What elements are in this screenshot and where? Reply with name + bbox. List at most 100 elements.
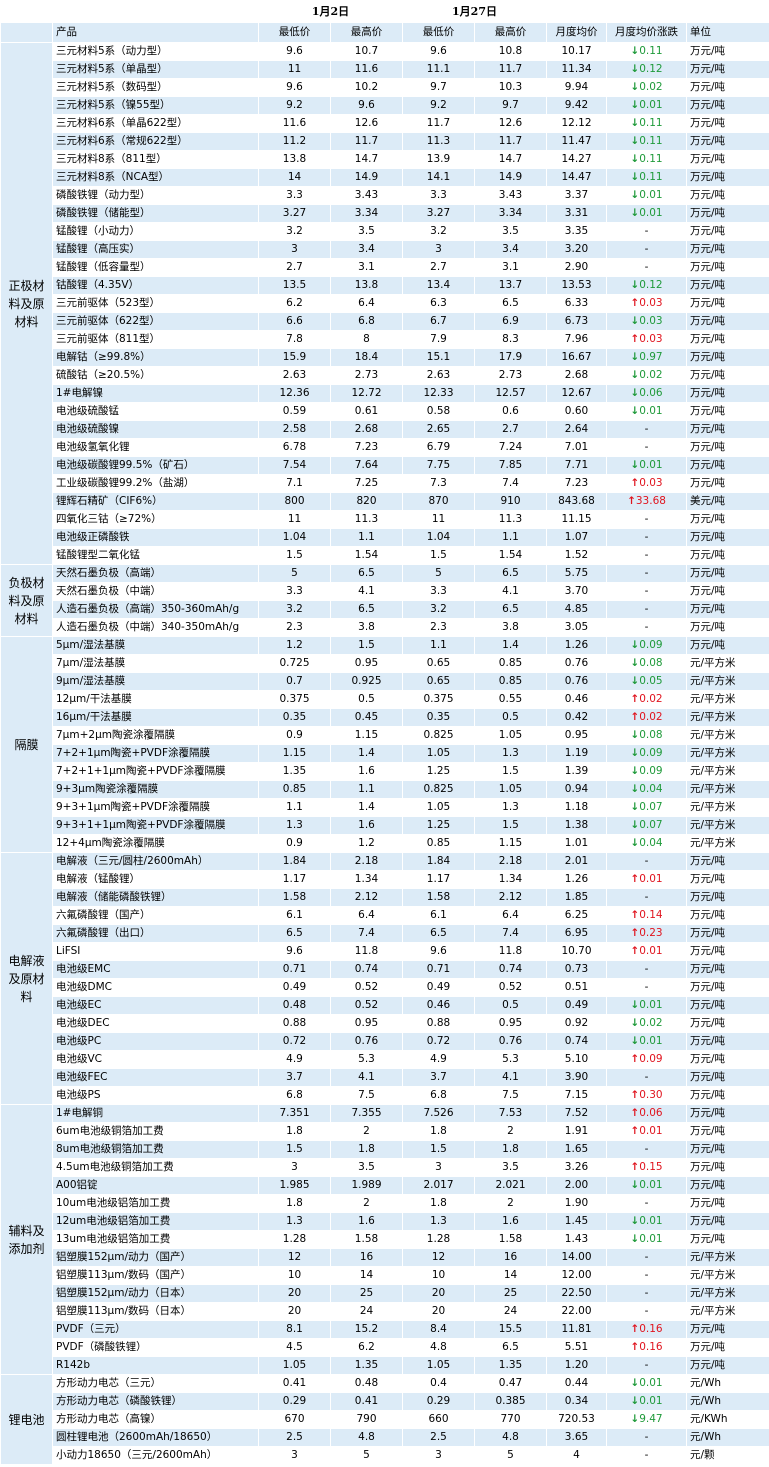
low-price-1: 0.85 — [258, 780, 331, 799]
low-price-2: 0.35 — [402, 708, 475, 727]
table-row: 方形动力电芯（磷酸铁锂） 0.29 0.41 0.29 0.385 0.34 ↓0.01 元/… — [1, 1392, 769, 1411]
unit-label: 万元/吨 — [686, 1032, 769, 1051]
low-price-1: 3.3 — [258, 186, 331, 205]
monthly-average: 3.70 — [546, 582, 607, 601]
table-row: 三元前驱体（811型） 7.8 8 7.9 8.3 7.96 ↑0.03 万元/吨 — [1, 330, 769, 349]
low-price-2: 3.7 — [402, 1068, 475, 1087]
product-name: 7+2+1+1μm陶瓷+PVDF涂覆隔膜 — [52, 762, 259, 781]
table-row: 三元材料8系（811型） 13.8 14.7 13.9 14.7 14.27 ↓0.11 万元… — [1, 150, 769, 169]
change-value: ↑0.23 — [630, 927, 662, 939]
low-price-2: 1.5 — [402, 1140, 475, 1159]
high-price-2: 910 — [474, 492, 547, 511]
change-value: ↑33.68 — [627, 495, 666, 507]
monthly-average: 0.42 — [546, 708, 607, 727]
monthly-average: 3.37 — [546, 186, 607, 205]
product-name: 天然石墨负极（中端） — [52, 582, 259, 601]
monthly-change: ↓0.97 — [606, 348, 687, 367]
table-row: 电池级DMC 0.49 0.52 0.49 0.52 0.51- 万元/吨 — [1, 978, 769, 997]
low-price-1: 0.49 — [258, 978, 331, 997]
table-row: 小动力18650（三元/2600mAh） 3 5 3 5 4- 元/颗 — [1, 1446, 769, 1465]
low-price-1: 1.1 — [258, 798, 331, 817]
change-amount: 0.01 — [639, 207, 663, 219]
unit-label: 万元/吨 — [686, 870, 769, 889]
arrow-down-icon: ↓ — [630, 81, 640, 93]
high-price-1: 25 — [330, 1284, 403, 1303]
unit-label: 元/平方米 — [686, 654, 769, 673]
unit-label: 万元/吨 — [686, 114, 769, 133]
high-price-2: 0.55 — [474, 690, 547, 709]
table-row: 铝塑膜152μm/动力（日本） 20 25 20 25 22.50- 元/平方米 — [1, 1284, 769, 1303]
low-price-1: 0.375 — [258, 690, 331, 709]
monthly-change: ↑0.03 — [606, 294, 687, 313]
product-name: 三元材料5系（单晶型） — [52, 60, 259, 79]
high-price-1: 1.6 — [330, 762, 403, 781]
arrow-up-icon: ↑ — [630, 693, 640, 705]
col-avg: 月度均价 — [546, 22, 607, 43]
monthly-average: 720.53 — [546, 1410, 607, 1429]
high-price-2: 5.3 — [474, 1050, 547, 1069]
high-price-2: 14.9 — [474, 168, 547, 187]
change-value: ↓0.11 — [630, 171, 662, 183]
arrow-down-icon: ↓ — [630, 387, 640, 399]
high-price-2: 3.43 — [474, 186, 547, 205]
monthly-change: ↑0.30 — [606, 1086, 687, 1105]
low-price-1: 11.2 — [258, 132, 331, 151]
monthly-average: 2.00 — [546, 1176, 607, 1195]
high-price-2: 2.7 — [474, 420, 547, 439]
low-price-1: 1.17 — [258, 870, 331, 889]
monthly-change: - — [606, 1140, 687, 1159]
monthly-average: 9.94 — [546, 78, 607, 97]
monthly-average: 1.43 — [546, 1230, 607, 1249]
monthly-average: 1.18 — [546, 798, 607, 817]
high-price-2: 11.3 — [474, 510, 547, 529]
high-price-1: 0.74 — [330, 960, 403, 979]
product-name: 天然石墨负极（高端） — [52, 564, 259, 583]
low-price-2: 20 — [402, 1284, 475, 1303]
high-price-1: 15.2 — [330, 1320, 403, 1339]
high-price-1: 12.72 — [330, 384, 403, 403]
change-value: ↓0.01 — [630, 99, 662, 111]
low-price-1: 6.5 — [258, 924, 331, 943]
unit-label: 元/平方米 — [686, 780, 769, 799]
low-price-2: 9.6 — [402, 942, 475, 961]
monthly-average: 1.45 — [546, 1212, 607, 1231]
table-row: 6um电池级铜箔加工费 1.8 2 1.8 2 1.91 ↑0.01 万元/吨 — [1, 1122, 769, 1141]
monthly-average: 0.49 — [546, 996, 607, 1015]
monthly-change: ↓0.01 — [606, 996, 687, 1015]
low-price-1: 7.1 — [258, 474, 331, 493]
change-amount: 0.03 — [639, 315, 663, 327]
monthly-average: 22.50 — [546, 1284, 607, 1303]
low-price-2: 2.65 — [402, 420, 475, 439]
low-price-2: 11.3 — [402, 132, 475, 151]
monthly-average: 0.92 — [546, 1014, 607, 1033]
monthly-change: ↑0.01 — [606, 870, 687, 889]
high-price-2: 6.5 — [474, 564, 547, 583]
low-price-2: 4.8 — [402, 1338, 475, 1357]
product-name: 六氟磷酸锂（国产） — [52, 906, 259, 925]
change-amount: 0.09 — [639, 765, 663, 777]
date2-header: 1月27日 — [402, 0, 547, 23]
low-price-1: 6.2 — [258, 294, 331, 313]
change-value: ↑0.03 — [630, 333, 662, 345]
monthly-change: ↓0.11 — [606, 150, 687, 169]
high-price-1: 0.925 — [330, 672, 403, 691]
monthly-change: ↑0.03 — [606, 474, 687, 493]
low-price-1: 2.7 — [258, 258, 331, 277]
arrow-down-icon: ↓ — [630, 1395, 640, 1407]
monthly-change: - — [606, 1284, 687, 1303]
product-name: 四氧化三钴（≥72%） — [52, 510, 259, 529]
change-value: ↑0.09 — [630, 1053, 662, 1065]
monthly-change: ↓0.11 — [606, 42, 687, 61]
low-price-1: 1.04 — [258, 528, 331, 547]
product-name: 圆柱锂电池（2600mAh/18650） — [52, 1428, 259, 1447]
change-amount: 0.01 — [639, 1233, 663, 1245]
monthly-change: ↓0.12 — [606, 60, 687, 79]
low-price-2: 1.04 — [402, 528, 475, 547]
monthly-change: ↓0.01 — [606, 186, 687, 205]
category-label: 辅料及添加剂 — [0, 1104, 53, 1375]
unit-label: 元/平方米 — [686, 1284, 769, 1303]
high-price-1: 4.1 — [330, 1068, 403, 1087]
unit-label: 元/平方米 — [686, 834, 769, 853]
product-name: 三元前驱体（622型） — [52, 312, 259, 331]
high-price-2: 3.8 — [474, 618, 547, 637]
